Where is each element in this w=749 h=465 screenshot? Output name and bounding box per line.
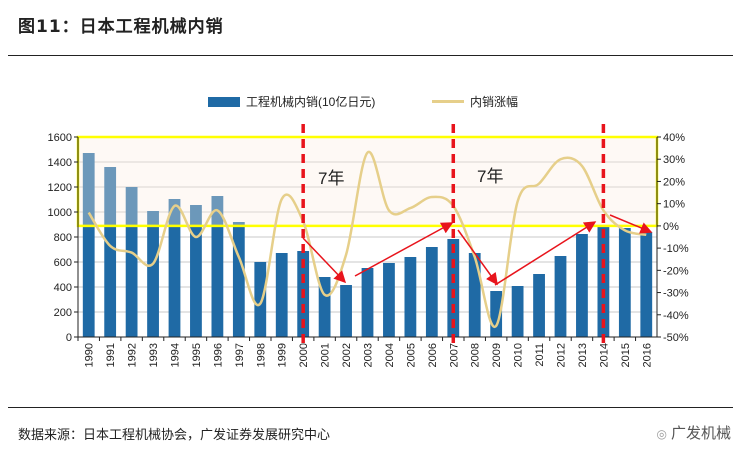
left-tick-label: 1400 — [48, 157, 72, 169]
trend-arrow — [302, 237, 347, 284]
x-tick-label-1992: 1992 — [127, 343, 139, 367]
chart: 工程机械内销(10亿日元) 内销涨幅 0 200 400 600 800 1000 1200… — [48, 94, 689, 367]
x-tick-label-2013: 2013 — [577, 343, 589, 367]
left-tick-label: 200 — [54, 307, 72, 319]
top-divider — [8, 55, 733, 56]
x-tick-label-2002: 2002 — [341, 343, 353, 367]
growth-line — [87, 151, 647, 329]
highlight-band — [76, 135, 659, 228]
bottom-divider — [8, 407, 733, 408]
x-tick-label-2003: 2003 — [363, 343, 375, 367]
wechat-icon: ◎ — [656, 427, 667, 441]
right-tick-label: -30% — [663, 288, 689, 300]
trend-arrows — [302, 214, 653, 286]
annotation-7-years-2: 7年 — [477, 167, 503, 186]
bar-2010 — [511, 286, 524, 337]
bar-2016 — [640, 232, 653, 337]
left-tick-label: 800 — [54, 232, 72, 244]
x-tick-label-2004: 2004 — [384, 343, 396, 367]
x-tick-label-1990: 1990 — [84, 343, 96, 367]
bar-2006 — [425, 247, 438, 337]
x-tick-label-1995: 1995 — [191, 343, 203, 367]
bar-1994 — [168, 199, 181, 337]
bar-2009 — [490, 291, 503, 337]
bar-2004 — [383, 263, 395, 337]
bar-1999 — [275, 253, 288, 337]
x-tick-label-2005: 2005 — [405, 343, 417, 367]
x-tick-label-2006: 2006 — [427, 343, 439, 367]
right-tick-label: 20% — [663, 176, 685, 188]
x-tick-label-2000: 2000 — [298, 343, 310, 367]
legend-label-bar: 工程机械内销(10亿日元) — [246, 94, 375, 109]
x-tick-label-2008: 2008 — [470, 343, 482, 367]
bar-2001 — [318, 277, 331, 337]
source-note: 数据来源：日本工程机械协会，广发证券发展研究中心 — [18, 428, 331, 443]
x-tick-label-1994: 1994 — [170, 343, 182, 367]
right-tick-label: 10% — [663, 199, 685, 211]
right-tick-label: 30% — [663, 154, 685, 166]
x-tick-label-2016: 2016 — [641, 343, 653, 367]
bar-1991 — [104, 167, 117, 337]
bar-2002 — [340, 285, 352, 337]
x-tick-label-1996: 1996 — [212, 343, 224, 367]
bar-1992 — [125, 187, 138, 337]
trend-arrow — [354, 222, 454, 277]
legend-label-line: 内销涨幅 — [470, 94, 518, 109]
x-tick-label-2001: 2001 — [320, 343, 332, 367]
left-tick-label: 0 — [66, 332, 72, 344]
x-tick-label-1999: 1999 — [277, 343, 289, 367]
left-tick-label: 400 — [54, 282, 72, 294]
legend: 工程机械内销(10亿日元) 内销涨幅 — [208, 94, 518, 109]
x-tick-label-2012: 2012 — [556, 343, 568, 367]
bar-2015 — [618, 228, 631, 337]
right-tick-label: -40% — [663, 310, 689, 322]
x-tick-label-2009: 2009 — [491, 343, 503, 367]
bar-1990 — [82, 153, 95, 337]
trend-arrow — [457, 229, 498, 286]
bar-1997 — [232, 222, 245, 337]
bar-1993 — [147, 211, 159, 337]
bar-1996 — [211, 196, 224, 337]
bar-2008 — [468, 253, 481, 337]
watermark-text: 广发机械 — [670, 424, 731, 442]
bar-2012 — [554, 256, 567, 337]
legend-swatch-line — [432, 100, 464, 103]
right-tick-label: 40% — [663, 132, 685, 144]
legend-swatch-bar — [208, 97, 240, 107]
bar-2013 — [576, 234, 588, 337]
left-tick-label: 1200 — [48, 182, 72, 194]
x-tick-label-2015: 2015 — [620, 343, 632, 367]
x-tick-label-1997: 1997 — [234, 343, 246, 367]
bar-2003 — [361, 268, 374, 337]
bar-1998 — [254, 262, 267, 337]
x-tick-label-2014: 2014 — [598, 343, 610, 367]
right-tick-label: -10% — [663, 243, 689, 255]
bar-2007 — [447, 239, 460, 337]
x-tick-label-2007: 2007 — [448, 343, 460, 367]
x-tick-label-2010: 2010 — [513, 343, 525, 367]
right-tick-label: 0% — [663, 221, 679, 233]
x-tick-label-1991: 1991 — [105, 343, 117, 367]
bar-2005 — [404, 257, 417, 337]
annotation-7-years-1: 7年 — [318, 169, 344, 188]
x-tick-label-1993: 1993 — [148, 343, 160, 367]
right-tick-label: -50% — [663, 332, 689, 344]
left-tick-label: 600 — [54, 257, 72, 269]
bar-1995 — [190, 205, 202, 337]
watermark: ◎ 广发机械 — [657, 422, 732, 443]
trend-arrow — [609, 214, 653, 234]
x-tick-label-2011: 2011 — [534, 343, 546, 367]
trend-arrow — [494, 221, 597, 286]
left-tick-label: 1000 — [48, 207, 72, 219]
figure-title: 图11：日本工程机械内销 — [18, 17, 224, 37]
x-tick-label-1998: 1998 — [255, 343, 267, 367]
right-tick-label: -20% — [663, 265, 689, 277]
left-tick-label: 1600 — [48, 132, 72, 144]
bar-2011 — [533, 274, 545, 337]
